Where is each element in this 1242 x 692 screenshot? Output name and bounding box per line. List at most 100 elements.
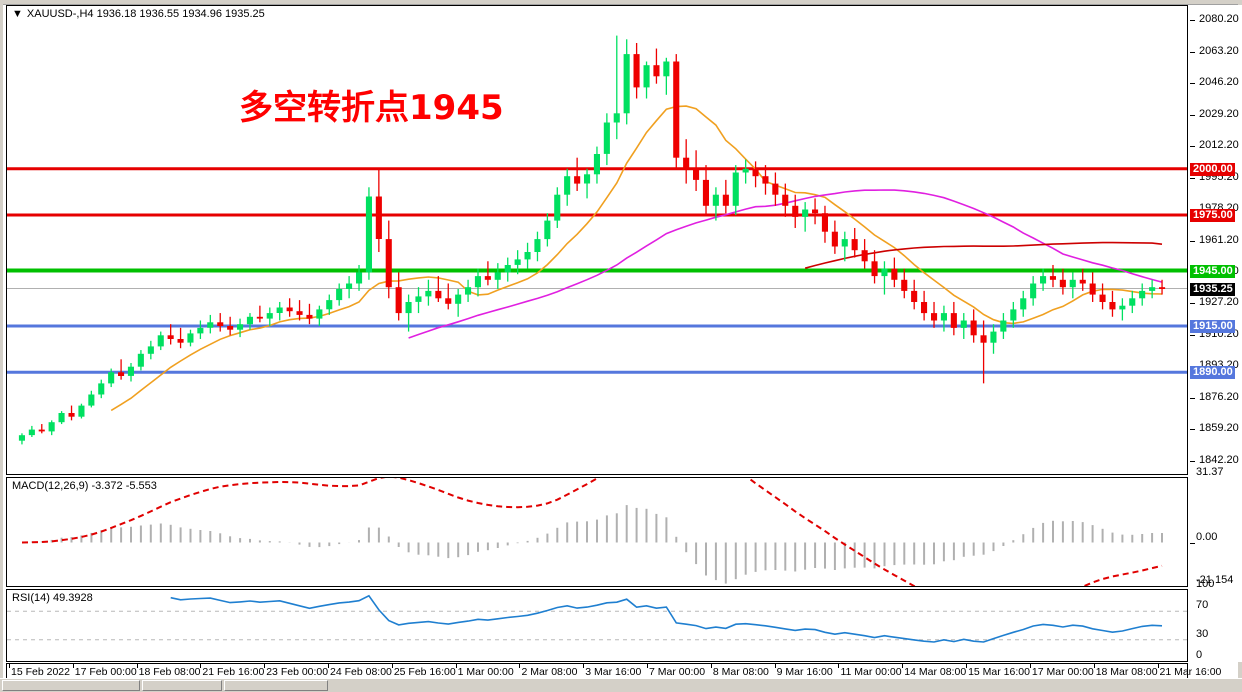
- price-chart-canvas: [7, 35, 1187, 445]
- value-axis-tick-mark: [1190, 429, 1195, 431]
- candlestick: [1020, 290, 1027, 317]
- ma-orange: [110, 105, 1163, 412]
- macd-axis-tick-label: 31.37: [1196, 466, 1224, 478]
- candlestick: [1000, 313, 1007, 339]
- time-axis-tick-label: 17 Mar 00:00: [1031, 666, 1094, 678]
- taskbar-segment[interactable]: [224, 680, 328, 691]
- macd-pane[interactable]: MACD(12,26,9) -3.372 -5.553: [6, 477, 1188, 587]
- candlestick: [613, 35, 620, 140]
- price-chart-pane[interactable]: ▼ XAUUSD-,H4 1936.18 1936.55 1934.96 1935…: [6, 5, 1188, 475]
- value-axis-tick-label: 1910.20: [1199, 327, 1239, 340]
- candlestick: [792, 194, 799, 228]
- time-axis-tick-label: 3 Mar 16:00: [585, 666, 642, 678]
- rsi-pane[interactable]: RSI(14) 49.3928: [6, 589, 1188, 662]
- candlestick: [38, 424, 45, 434]
- candlestick: [752, 161, 759, 188]
- candlestick: [673, 54, 680, 169]
- candlestick: [336, 283, 343, 306]
- candlestick: [326, 294, 333, 315]
- time-axis-tick-label: 23 Feb 00:00: [266, 666, 329, 678]
- candlestick: [643, 61, 650, 99]
- candlestick: [960, 313, 967, 339]
- candlestick: [108, 368, 115, 388]
- candlestick: [534, 231, 541, 262]
- value-axis-tick-mark: [1190, 334, 1195, 336]
- time-axis-tick-label: 11 Mar 00:00: [840, 666, 902, 678]
- time-axis-tick-label: 24 Feb 08:00: [330, 666, 392, 678]
- time-axis-tick-label: 9 Mar 16:00: [776, 666, 833, 678]
- rsi-axis-tick-label: 100: [1196, 578, 1215, 590]
- candlestick: [474, 268, 481, 297]
- time-axis-tick-mark: [647, 664, 649, 668]
- price-tag-1890-00[interactable]: 1890.00: [1190, 366, 1235, 380]
- candlestick: [1129, 290, 1136, 314]
- taskbar-segment[interactable]: [2, 680, 140, 691]
- candlestick: [256, 305, 263, 323]
- candlestick: [623, 39, 630, 125]
- candlestick: [871, 250, 878, 284]
- candlestick: [841, 231, 848, 262]
- time-axis-tick-mark: [136, 664, 138, 668]
- candlestick: [1139, 283, 1146, 306]
- price-pane-label: ▼ XAUUSD-,H4 1936.18 1936.55 1934.96 1935…: [12, 8, 265, 20]
- candlestick: [98, 379, 105, 399]
- candlestick: [78, 403, 85, 419]
- taskbar-segment[interactable]: [142, 680, 222, 691]
- rsi-axis-tick-label: 0: [1196, 649, 1203, 661]
- candlestick: [663, 57, 670, 95]
- macd-pane-label: MACD(12,26,9) -3.372 -5.553: [12, 480, 157, 492]
- candlestick: [375, 168, 382, 253]
- time-axis-tick-mark: [838, 664, 840, 668]
- candlestick: [851, 227, 858, 258]
- candlestick: [980, 320, 987, 384]
- candlestick: [782, 183, 789, 217]
- time-axis-tick-label: 8 Mar 08:00: [712, 666, 769, 678]
- candlestick: [742, 159, 749, 184]
- candlestick: [504, 257, 511, 282]
- candlestick: [306, 303, 313, 325]
- value-axis-tick-mark: [1190, 114, 1195, 116]
- candlestick: [1159, 279, 1166, 295]
- candlestick: [1040, 268, 1047, 291]
- price-tag-2000-00[interactable]: 2000.00: [1190, 162, 1235, 176]
- time-axis-tick-mark: [328, 664, 330, 668]
- candlestick: [1030, 276, 1037, 306]
- rsi-axis-tick-label: 30: [1196, 627, 1209, 640]
- time-axis[interactable]: 15 Feb 2022 17 Feb 00:00 18 Feb 08:00 21 Fe…: [6, 663, 1221, 678]
- candlestick: [514, 250, 521, 275]
- price-tag-1975-00[interactable]: 1975.00: [1190, 209, 1235, 223]
- value-axis-column[interactable]: 2080.20 2063.20 2046.20 2029.20 2012.20 1995.…: [1188, 5, 1242, 662]
- value-axis-tick-mark: [1190, 303, 1195, 305]
- candlestick: [1049, 264, 1056, 288]
- value-axis-tick-mark: [1190, 397, 1195, 399]
- price-tag-1915-00[interactable]: 1915.00: [1190, 320, 1235, 334]
- price-tag-1935-25[interactable]: 1935.25: [1190, 282, 1235, 296]
- candlestick: [693, 150, 700, 191]
- candlestick: [217, 313, 224, 332]
- candlestick: [950, 301, 957, 336]
- time-axis-tick-label: 25 Feb 16:00: [393, 666, 456, 678]
- time-axis-tick-label: 15 Feb 2022: [11, 666, 70, 678]
- value-axis-tick-label: 1859.20: [1199, 422, 1239, 435]
- candlestick: [227, 316, 234, 336]
- chevron-down-icon[interactable]: ▼: [12, 8, 23, 20]
- candlestick: [940, 305, 947, 332]
- value-axis-tick-mark: [1190, 240, 1195, 242]
- candlestick: [1089, 272, 1096, 302]
- taskbar[interactable]: [0, 678, 1242, 692]
- candlestick: [732, 165, 739, 216]
- candlestick: [1119, 298, 1126, 321]
- candlestick: [931, 301, 938, 328]
- candlestick: [415, 287, 422, 314]
- candlestick: [722, 179, 729, 214]
- macd-axis-tick-label: 0.00: [1196, 530, 1218, 543]
- price-tag-1945-00[interactable]: 1945.00: [1190, 264, 1235, 278]
- value-axis-tick-label: 1927.20: [1199, 296, 1239, 309]
- candlestick: [246, 313, 253, 330]
- window-top-edge: [0, 0, 1242, 5]
- macd-canvas: [21, 478, 1163, 586]
- candlestick: [425, 279, 432, 306]
- candlestick: [901, 268, 908, 299]
- time-axis-tick-label: 17 Feb 00:00: [74, 666, 137, 678]
